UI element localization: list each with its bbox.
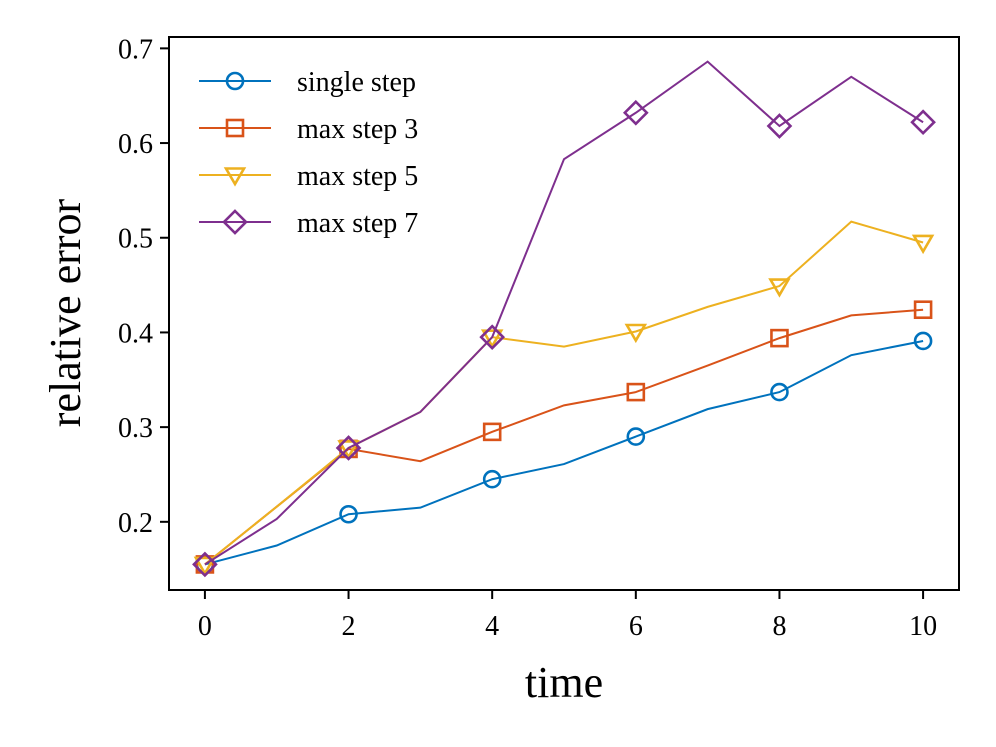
data-point-marker: [482, 422, 502, 442]
data-point-marker: [337, 440, 360, 460]
legend-item: single step: [199, 67, 416, 98]
x-tick-label: 8: [772, 611, 786, 642]
legend-label: max step 3: [297, 114, 418, 145]
x-tick-label: 10: [909, 611, 937, 642]
data-point-marker: [911, 234, 935, 255]
series-4: [192, 60, 936, 578]
x-tick-label: 4: [485, 611, 499, 642]
data-point-marker: [339, 504, 358, 524]
data-point-marker: [622, 99, 649, 126]
legend-item: max step 3: [199, 114, 418, 145]
legend-marker: [223, 167, 247, 187]
data-point-marker: [192, 551, 218, 578]
data-point-marker: [766, 113, 793, 139]
data-point-marker: [335, 435, 362, 461]
legend-marker: [225, 71, 245, 91]
legend-label: max step 7: [297, 208, 418, 239]
x-tick-label: 2: [342, 611, 356, 642]
data-point-marker: [626, 382, 646, 402]
series-line: [204, 220, 924, 566]
legend-item: max step 7: [199, 208, 418, 239]
series-3: [193, 220, 935, 577]
y-axis: 0.2 0.3 0.4 0.5 0.6 0.7: [118, 34, 169, 539]
data-point-marker: [479, 324, 506, 351]
series-line: [204, 339, 924, 566]
x-axis: 0 2 4 6 8 10: [198, 590, 937, 642]
y-tick-label: 0.2: [118, 508, 153, 539]
legend-label: max step 5: [297, 161, 418, 192]
series-layer: [192, 60, 936, 578]
legend-marker: [225, 118, 245, 138]
data-point-marker: [626, 427, 646, 446]
data-point-marker: [624, 323, 648, 344]
legend-item: max step 5: [199, 161, 418, 192]
data-point-marker: [480, 329, 504, 349]
data-point-marker: [910, 109, 936, 136]
data-point-marker: [770, 328, 789, 348]
y-tick-label: 0.7: [118, 34, 153, 65]
legend-label: single step: [297, 67, 416, 98]
plot-area-frame: [168, 36, 960, 591]
series-line: [204, 60, 924, 566]
data-point-marker: [193, 556, 217, 577]
x-axis-title: time: [525, 658, 603, 707]
y-tick-label: 0.3: [118, 413, 153, 444]
legend-marker: [222, 209, 248, 235]
data-point-marker: [913, 331, 933, 351]
y-tick-label: 0.6: [118, 129, 153, 160]
data-point-marker: [482, 469, 502, 489]
x-tick-label: 0: [198, 611, 212, 642]
data-point-marker: [913, 300, 933, 320]
y-tick-label: 0.4: [118, 318, 153, 349]
legend: single step max step 3 max step 5 max step …: [199, 67, 418, 239]
data-point-marker: [768, 278, 791, 298]
x-tick-label: 6: [629, 611, 643, 642]
y-axis-title: relative error: [41, 198, 90, 427]
y-tick-label: 0.5: [118, 224, 153, 255]
series-line: [204, 308, 924, 566]
data-point-marker: [770, 382, 789, 402]
series-1: [195, 331, 933, 574]
